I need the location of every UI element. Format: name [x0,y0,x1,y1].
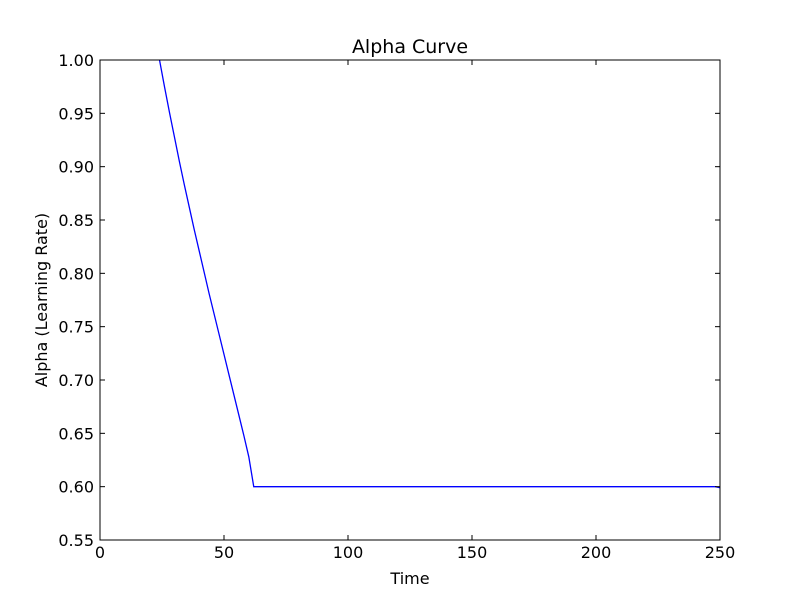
y-tick-label: 0.90 [58,158,94,177]
x-tick-label: 200 [581,543,612,562]
y-tick-label: 0.75 [58,318,94,337]
plot-area [158,60,720,489]
y-tick-label: 0.70 [58,371,94,390]
y-tick-label: 1.00 [58,51,94,70]
x-tick-label: 150 [457,543,488,562]
y-tick-label: 0.85 [58,211,94,230]
y-tick-label: 0.60 [58,478,94,497]
x-tick-label: 50 [214,543,234,562]
x-tick-label: 250 [705,543,736,562]
axes [99,59,721,541]
x-axis-label: Time [389,569,429,588]
ticks: 0 50 100 150 200 250 0.55 0.60 0.65 0.70 0.75 0.80 0… [58,51,735,562]
y-tick-label: 0.65 [58,424,94,443]
y-tick-label: 0.55 [58,531,94,550]
chart-title: Alpha Curve [352,36,468,58]
y-tick-label: 0.80 [58,264,94,283]
x-tick-label: 100 [333,543,364,562]
y-tick-label: 0.95 [58,104,94,123]
y-axis-label: Alpha (Learning Rate) [32,213,51,387]
series-line-0 [158,60,720,489]
x-tick-label: 0 [95,543,105,562]
axes-frame [99,59,721,541]
